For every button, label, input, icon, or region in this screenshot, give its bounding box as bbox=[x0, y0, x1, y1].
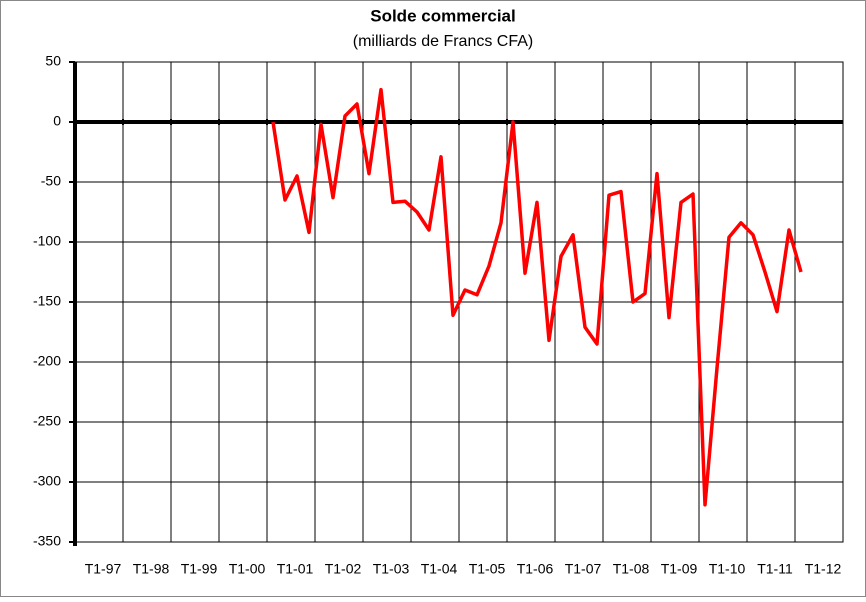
x-tick-label: T1-99 bbox=[181, 561, 218, 577]
y-tick-label: 50 bbox=[45, 53, 61, 69]
chart-subtitle: (milliards de Francs CFA) bbox=[353, 33, 533, 50]
x-tick-label: T1-10 bbox=[709, 561, 746, 577]
x-tick-label: T1-03 bbox=[373, 561, 410, 577]
x-tick-label: T1-04 bbox=[421, 561, 458, 577]
x-tick-label: T1-08 bbox=[613, 561, 650, 577]
x-tick-label: T1-05 bbox=[469, 561, 506, 577]
y-tick-label: -250 bbox=[33, 413, 61, 429]
x-tick-label: T1-09 bbox=[661, 561, 698, 577]
x-tick-label: T1-01 bbox=[277, 561, 314, 577]
data-line bbox=[271, 87, 803, 507]
y-tick-label: -350 bbox=[33, 533, 61, 549]
y-tick-label: -50 bbox=[41, 173, 61, 189]
y-tick-label: -100 bbox=[33, 233, 61, 249]
x-tick-label: T1-97 bbox=[85, 561, 122, 577]
x-tick-label: T1-12 bbox=[805, 561, 842, 577]
x-tick-label: T1-00 bbox=[229, 561, 266, 577]
x-tick-label: T1-07 bbox=[565, 561, 602, 577]
y-tick-label: 0 bbox=[53, 113, 61, 129]
y-tick-label: -200 bbox=[33, 353, 61, 369]
y-tick-label: -150 bbox=[33, 293, 61, 309]
x-tick-label: T1-98 bbox=[133, 561, 170, 577]
x-tick-label: T1-11 bbox=[757, 561, 793, 577]
chart-title: Solde commercial bbox=[370, 6, 516, 25]
y-tick-label: -300 bbox=[33, 473, 61, 489]
x-tick-label: T1-02 bbox=[325, 561, 362, 577]
x-tick-label: T1-06 bbox=[517, 561, 554, 577]
